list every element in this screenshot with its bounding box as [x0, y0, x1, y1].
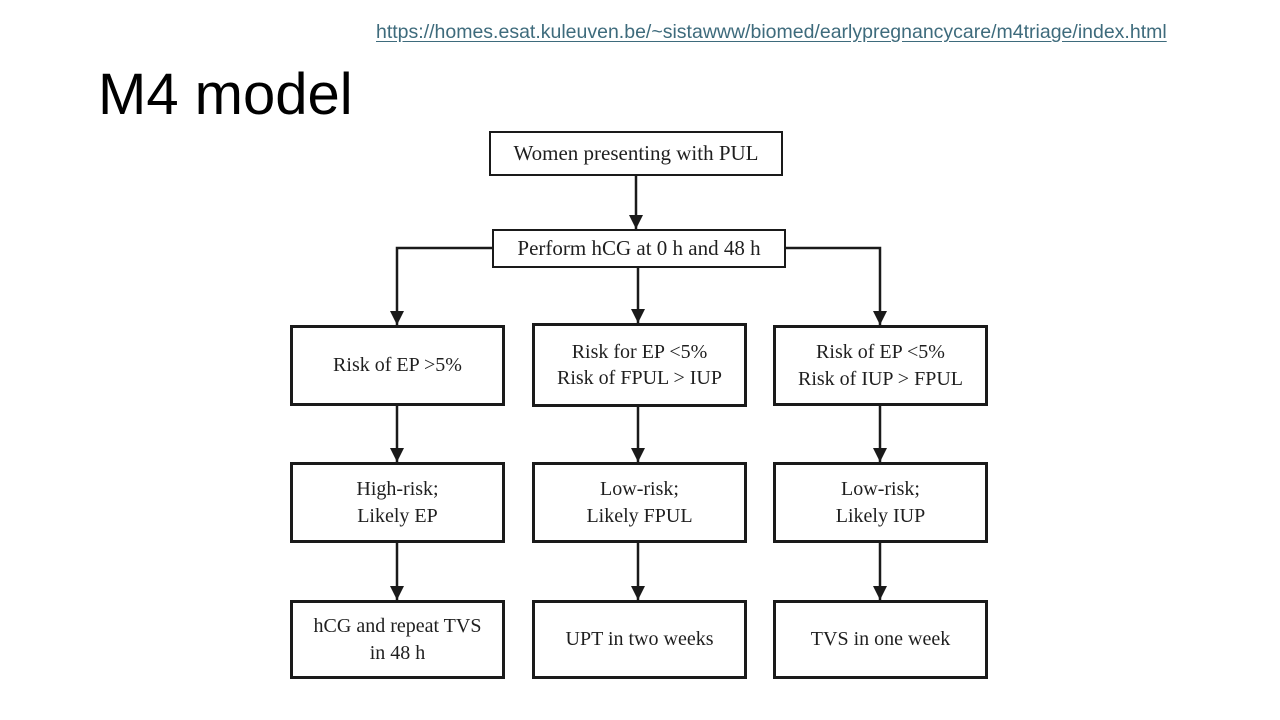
flowchart-box-upt-two-weeks: UPT in two weeks	[532, 600, 747, 679]
flowchart-box-women-presenting-pul: Women presenting with PUL	[489, 131, 783, 176]
flowchart-box-risk-ep-gt5: Risk of EP >5%	[290, 325, 505, 406]
page-title: M4 model	[98, 62, 353, 127]
flowchart-box-risk-fpul-gt-iup: Risk for EP <5% Risk of FPUL > IUP	[532, 323, 747, 407]
connector-test-branch-right	[786, 246, 887, 325]
flowchart-box-low-risk-likely-iup: Low-risk; Likely IUP	[773, 462, 988, 543]
flowchart-box-high-risk-likely-ep: High-risk; Likely EP	[290, 462, 505, 543]
flowchart-box-tvs-one-week: TVS in one week	[773, 600, 988, 679]
flowchart-box-risk-iup-gt-fpul: Risk of EP <5% Risk of IUP > FPUL	[773, 325, 988, 406]
header-link[interactable]: https://homes.esat.kuleuven.be/~sistawww…	[376, 21, 1167, 43]
flowchart-box-hcg-repeat-tvs: hCG and repeat TVS in 48 h	[290, 600, 505, 679]
flowchart-box-low-risk-likely-fpul: Low-risk; Likely FPUL	[532, 462, 747, 543]
connector-test-branch-left	[390, 246, 492, 325]
flowchart-box-perform-hcg: Perform hCG at 0 h and 48 h	[492, 229, 786, 268]
